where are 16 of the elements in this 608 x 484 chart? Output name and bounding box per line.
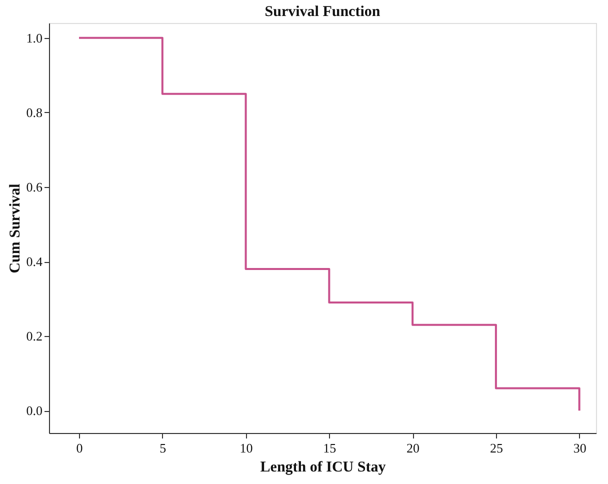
x-tick-label: 15 bbox=[323, 440, 336, 456]
x-tick-label: 30 bbox=[573, 440, 586, 456]
x-tick-label: 0 bbox=[76, 440, 83, 456]
y-tick-label: 0.0 bbox=[26, 403, 42, 418]
y-tick-label: 0.4 bbox=[26, 254, 43, 270]
y-tick-label: 0.6 bbox=[26, 180, 43, 194]
x-axis-title: Length of ICU Stay bbox=[260, 460, 386, 476]
x-tick-label: 10 bbox=[240, 440, 253, 456]
y-tick-label: 0.2 bbox=[26, 328, 42, 344]
y-tick-label: 1.0 bbox=[26, 30, 42, 46]
chart-title: Survival Function bbox=[264, 4, 381, 20]
y-tick-label: 0.8 bbox=[26, 104, 42, 120]
x-tick-label: 25 bbox=[490, 440, 503, 456]
y-axis-title: Cum Survival bbox=[7, 184, 24, 274]
x-tick-label: 20 bbox=[406, 440, 420, 456]
x-tick-label: 5 bbox=[160, 440, 166, 456]
